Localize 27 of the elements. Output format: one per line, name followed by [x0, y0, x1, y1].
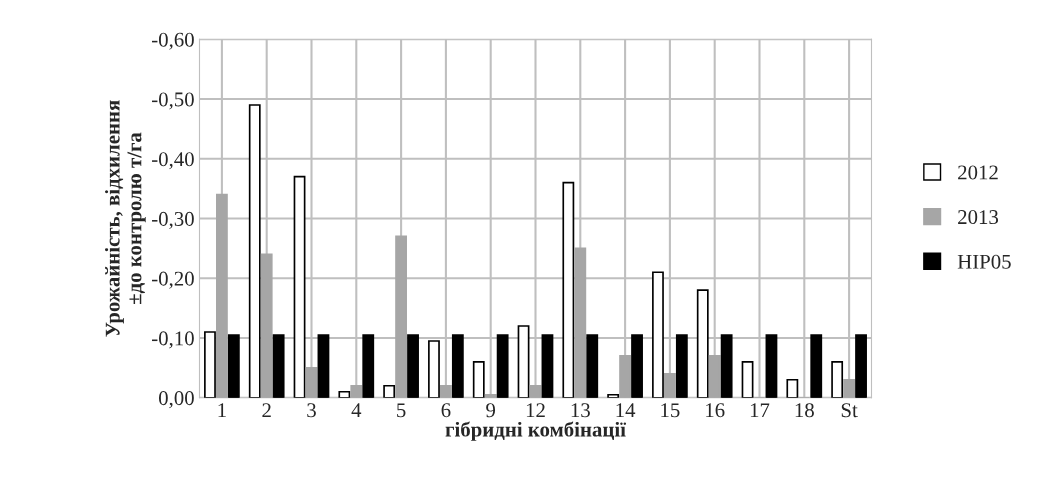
legend-label: 2012	[958, 165, 998, 180]
x-tick-label: 15	[661, 403, 680, 418]
legend-label: НІР05	[957, 254, 1011, 269]
x-tick-label: 2	[262, 403, 271, 418]
x-tick-label: 6	[441, 403, 451, 418]
x-tick-label: 9	[486, 403, 496, 418]
x-tick-label: 3	[307, 403, 316, 418]
y-tick-label: -0,50	[152, 92, 194, 110]
y-tick-label: -0,60	[152, 32, 194, 50]
x-axis-title: гібридні комбінації	[445, 421, 627, 441]
x-tick-label: 13	[571, 403, 590, 418]
y-tick-label: -0,10	[152, 331, 194, 349]
x-tick-label: 1	[218, 403, 226, 418]
x-tick-label: 16	[706, 403, 725, 418]
x-tick-label: 17	[750, 403, 770, 418]
x-tick-label: 14	[616, 403, 636, 418]
x-tick-label: 18	[795, 403, 814, 418]
y-tick-label: -0,30	[152, 211, 194, 229]
x-tick-label: St	[841, 403, 858, 418]
y-tick-label: -0,20	[152, 271, 194, 289]
y-axis-title: Урожайність, відхилення ±до контролю т/га	[105, 100, 146, 337]
x-tick-label: 4	[351, 403, 362, 418]
x-tick-label: 5	[397, 403, 406, 418]
y-tick-label: -0,40	[152, 152, 194, 170]
legend-label: 2013	[958, 210, 999, 225]
y-tick-label: 0,00	[158, 391, 194, 409]
x-tick-label: 12	[526, 403, 545, 418]
